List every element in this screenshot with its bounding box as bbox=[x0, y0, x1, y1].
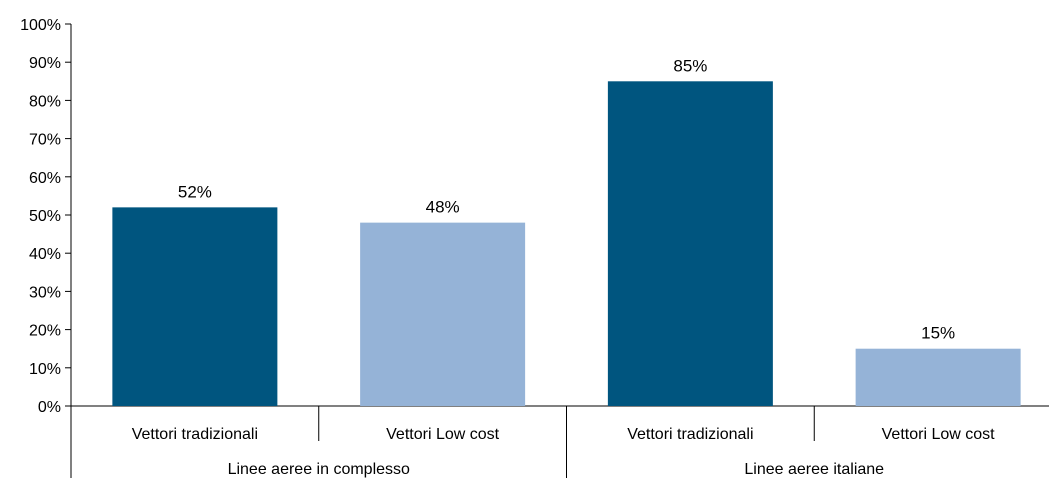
y-tick-label: 80% bbox=[29, 93, 61, 110]
y-tick-label: 90% bbox=[29, 55, 61, 72]
bar bbox=[112, 207, 278, 406]
y-tick-label: 20% bbox=[29, 323, 61, 340]
value-labels: 52% 48% 85% 15% bbox=[178, 56, 955, 342]
data-label: 85% bbox=[673, 56, 707, 75]
y-tick-label: 50% bbox=[29, 208, 61, 225]
y-tick-label: 70% bbox=[29, 132, 61, 149]
y-axis-ticks: 0% 10% 20% 30% 40% 50% 60% 70% 80% 90% 100% bbox=[20, 17, 71, 416]
category-label: Vettori tradizionali bbox=[132, 426, 258, 443]
category-label: Vettori tradizionali bbox=[627, 426, 753, 443]
data-label: 48% bbox=[426, 198, 460, 217]
y-tick-label: 40% bbox=[29, 246, 61, 263]
data-label: 52% bbox=[178, 182, 212, 201]
y-tick-label: 10% bbox=[29, 361, 61, 378]
y-tick-label: 100% bbox=[20, 17, 61, 34]
group-label: Linee aeree italiane bbox=[744, 461, 884, 478]
y-tick-label: 60% bbox=[29, 170, 61, 187]
y-tick-label: 0% bbox=[38, 399, 61, 416]
y-tick-label: 30% bbox=[29, 284, 61, 301]
category-labels: Vettori tradizionali Vettori Low cost Vett… bbox=[132, 426, 995, 443]
bar bbox=[360, 222, 526, 406]
group-labels: Linee aeree in complesso Linee aeree ital… bbox=[228, 461, 885, 478]
group-label: Linee aeree in complesso bbox=[228, 461, 410, 478]
bar bbox=[607, 81, 773, 407]
category-label: Vettori Low cost bbox=[386, 426, 500, 443]
data-label: 15% bbox=[921, 324, 955, 343]
bars bbox=[112, 81, 1021, 407]
category-label: Vettori Low cost bbox=[882, 426, 996, 443]
bar bbox=[855, 348, 1021, 406]
